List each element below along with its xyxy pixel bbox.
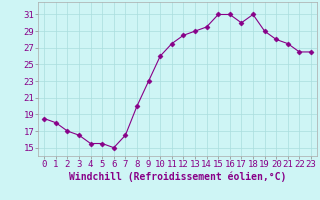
X-axis label: Windchill (Refroidissement éolien,°C): Windchill (Refroidissement éolien,°C) bbox=[69, 172, 286, 182]
